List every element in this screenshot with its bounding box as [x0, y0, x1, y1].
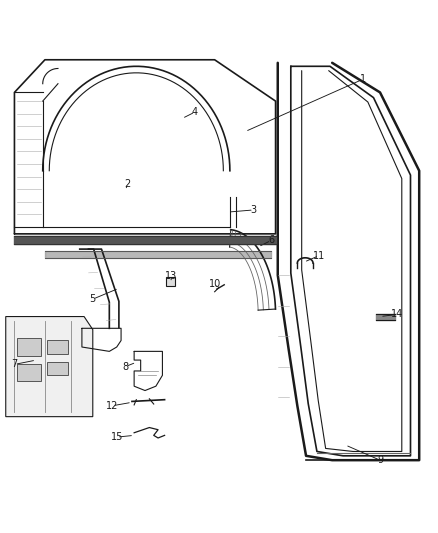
- FancyBboxPatch shape: [17, 338, 41, 356]
- Text: 15: 15: [110, 432, 123, 442]
- Text: 11: 11: [313, 251, 325, 261]
- Text: 4: 4: [192, 107, 198, 117]
- Text: 14: 14: [391, 309, 403, 319]
- FancyBboxPatch shape: [47, 362, 68, 375]
- FancyBboxPatch shape: [166, 277, 176, 286]
- Text: 13: 13: [165, 271, 177, 281]
- Text: 12: 12: [106, 401, 119, 411]
- Text: 3: 3: [251, 205, 257, 215]
- Text: 2: 2: [124, 179, 131, 189]
- Text: 5: 5: [90, 294, 96, 304]
- FancyBboxPatch shape: [47, 340, 68, 353]
- Text: 8: 8: [122, 361, 128, 372]
- Text: 7: 7: [11, 359, 18, 369]
- Text: 1: 1: [360, 75, 366, 84]
- Text: 10: 10: [208, 279, 221, 289]
- Polygon shape: [6, 317, 93, 417]
- FancyBboxPatch shape: [17, 364, 41, 381]
- Text: 9: 9: [377, 455, 383, 465]
- Text: 6: 6: [268, 236, 274, 245]
